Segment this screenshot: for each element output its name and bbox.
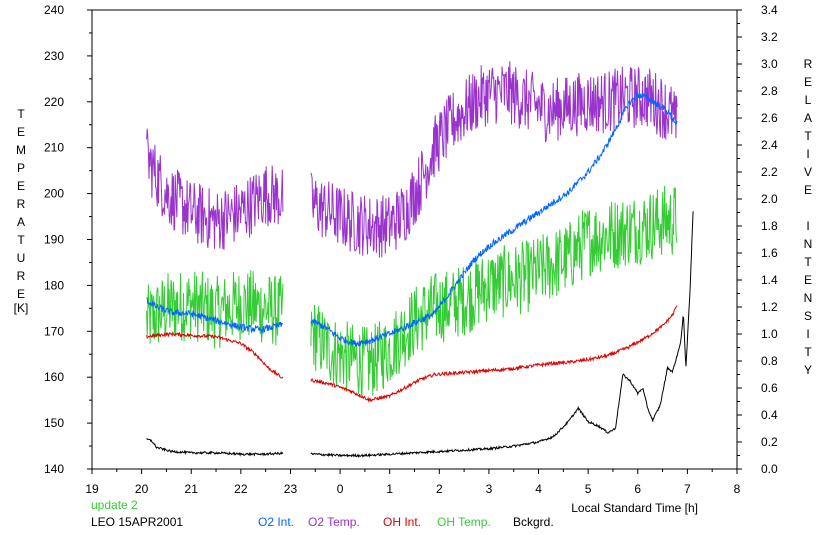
series-line-o2-temp bbox=[146, 61, 678, 258]
y-left-tick-label: 230 bbox=[44, 49, 64, 63]
x-tick-label: 6 bbox=[634, 482, 641, 496]
y-right-tick-label: 1.6 bbox=[761, 246, 778, 260]
y-right-tick-label: 0.8 bbox=[761, 354, 778, 368]
legend-entry: OH Int. bbox=[383, 515, 421, 529]
x-tick-label: 1 bbox=[386, 482, 393, 496]
legend-entry: Bckgrd. bbox=[513, 515, 554, 529]
y-right-tick-label: 0.4 bbox=[761, 408, 778, 422]
legend-entry: OH Temp. bbox=[437, 515, 491, 529]
y-left-tick-label: 150 bbox=[44, 416, 64, 430]
x-tick-label: 2 bbox=[436, 482, 443, 496]
y-right-tick-label: 2.6 bbox=[761, 111, 778, 125]
x-tick-label: 22 bbox=[234, 482, 248, 496]
x-axis-title: Local Standard Time [h] bbox=[571, 501, 698, 515]
legend-entry: O2 Temp. bbox=[308, 515, 360, 529]
x-tick-label: 23 bbox=[284, 482, 298, 496]
y-left-tick-label: 170 bbox=[44, 324, 64, 338]
series-line-o2-int bbox=[146, 92, 678, 347]
y-right-tick-label: 2.2 bbox=[761, 165, 778, 179]
y-right-tick-label: 3.2 bbox=[761, 30, 778, 44]
y-right-tick-label: 2.0 bbox=[761, 192, 778, 206]
y-left-tick-label: 210 bbox=[44, 141, 64, 155]
x-tick-label: 19 bbox=[85, 482, 99, 496]
x-tick-label: 7 bbox=[684, 482, 691, 496]
y-right-tick-label: 1.2 bbox=[761, 300, 778, 314]
x-tick-label: 3 bbox=[486, 482, 493, 496]
y-left-tick-label: 240 bbox=[44, 3, 64, 17]
x-tick-label: 21 bbox=[185, 482, 199, 496]
series-line-oh-int bbox=[146, 305, 678, 403]
y-right-tick-label: 3.4 bbox=[761, 3, 778, 17]
y-right-tick-label: 0.0 bbox=[761, 462, 778, 476]
x-tick-label: 4 bbox=[535, 482, 542, 496]
y-right-tick-label: 0.2 bbox=[761, 435, 778, 449]
x-tick-label: 5 bbox=[585, 482, 592, 496]
y-right-tick-label: 1.8 bbox=[761, 219, 778, 233]
x-tick-label: 0 bbox=[337, 482, 344, 496]
y-right-tick-label: 2.4 bbox=[761, 138, 778, 152]
y-right-tick-label: 3.0 bbox=[761, 57, 778, 71]
x-tick-label: 20 bbox=[135, 482, 149, 496]
y-left-tick-label: 220 bbox=[44, 95, 64, 109]
y-right-tick-label: 0.6 bbox=[761, 381, 778, 395]
series-line-bckgrd bbox=[146, 211, 694, 458]
y-right-tick-label: 1.4 bbox=[761, 273, 778, 287]
y-left-axis-unit: [K] bbox=[14, 301, 29, 315]
y-left-tick-label: 140 bbox=[44, 462, 64, 476]
update-label: update 2 bbox=[91, 498, 138, 512]
y-left-tick-label: 180 bbox=[44, 278, 64, 292]
y-left-tick-label: 190 bbox=[44, 233, 64, 247]
station-label: LEO 15APR2001 bbox=[91, 515, 183, 529]
y-right-tick-label: 1.0 bbox=[761, 327, 778, 341]
x-tick-label: 8 bbox=[734, 482, 741, 496]
legend-entry: O2 Int. bbox=[258, 515, 294, 529]
y-left-tick-label: 160 bbox=[44, 370, 64, 384]
y-left-tick-label: 200 bbox=[44, 187, 64, 201]
y-right-tick-label: 2.8 bbox=[761, 84, 778, 98]
